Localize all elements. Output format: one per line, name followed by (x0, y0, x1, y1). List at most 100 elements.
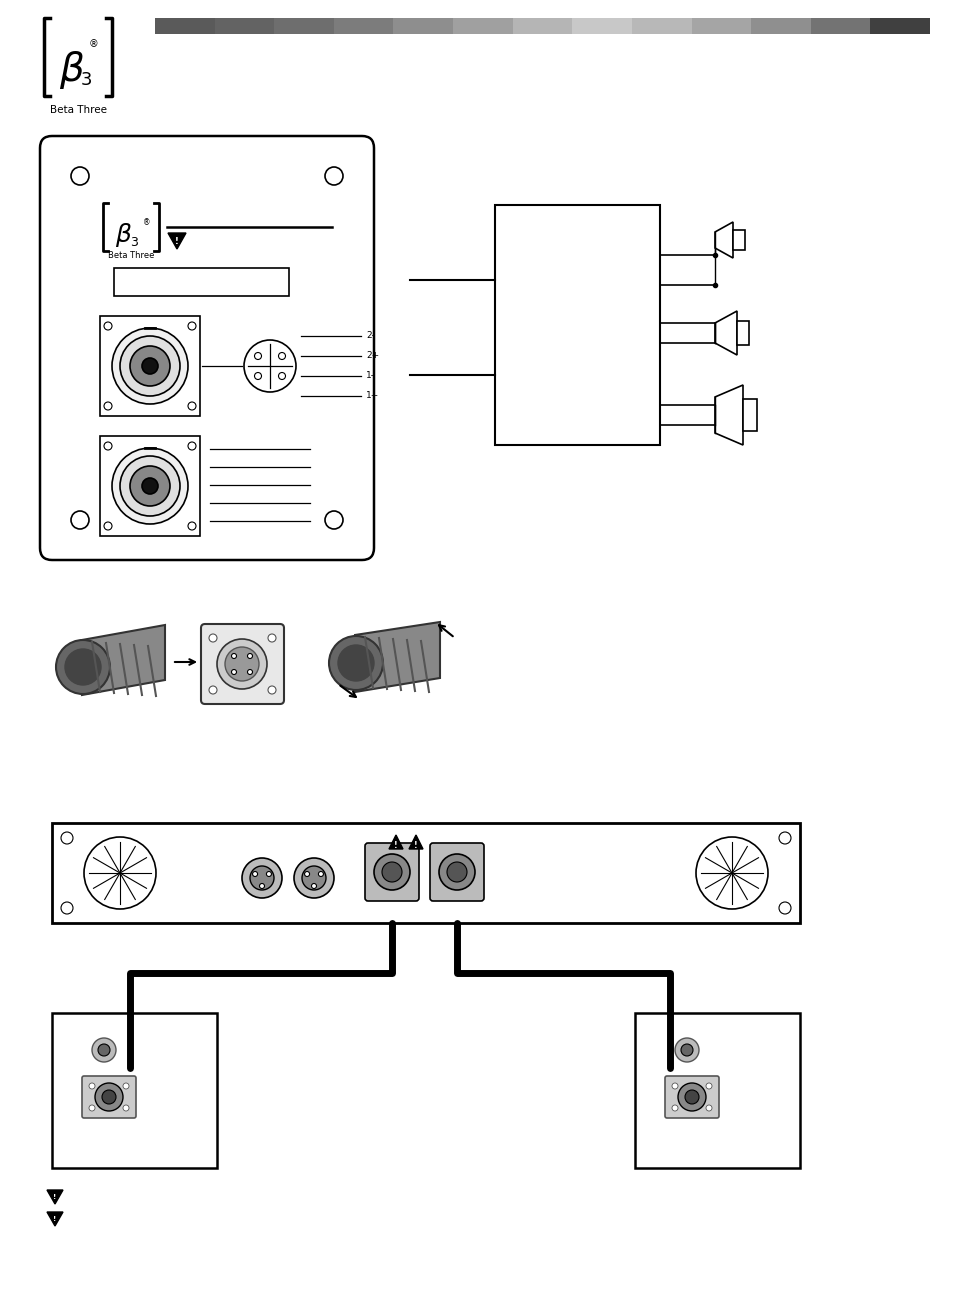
Circle shape (188, 322, 195, 330)
Circle shape (130, 466, 170, 506)
Text: !: ! (53, 1194, 56, 1200)
Circle shape (56, 641, 110, 694)
Circle shape (705, 1083, 711, 1090)
Circle shape (142, 358, 158, 374)
Circle shape (242, 858, 282, 898)
Text: 1+: 1+ (366, 392, 379, 401)
Circle shape (104, 402, 112, 410)
Circle shape (123, 1083, 129, 1090)
Circle shape (112, 448, 188, 524)
Circle shape (209, 686, 216, 694)
Circle shape (188, 402, 195, 410)
Bar (495, 204, 659, 445)
Bar (52, 1013, 216, 1168)
Bar (214, 18, 274, 34)
FancyBboxPatch shape (365, 842, 418, 901)
Circle shape (232, 669, 236, 674)
Circle shape (188, 521, 195, 531)
Circle shape (438, 854, 475, 890)
FancyBboxPatch shape (40, 136, 374, 560)
Circle shape (98, 1044, 110, 1056)
Circle shape (95, 1083, 123, 1112)
Circle shape (71, 167, 89, 185)
Polygon shape (47, 1212, 63, 1225)
Bar (100, 436, 200, 536)
Circle shape (294, 858, 334, 898)
Circle shape (84, 837, 156, 908)
FancyBboxPatch shape (430, 842, 483, 901)
Circle shape (447, 862, 467, 883)
Circle shape (680, 1044, 692, 1056)
Circle shape (259, 884, 264, 889)
Circle shape (329, 635, 382, 690)
Circle shape (278, 352, 285, 360)
Circle shape (244, 340, 295, 392)
Circle shape (268, 634, 275, 642)
Bar (810, 18, 869, 34)
Text: 3: 3 (80, 71, 91, 89)
Polygon shape (714, 386, 742, 445)
Circle shape (225, 647, 258, 681)
Circle shape (678, 1083, 705, 1112)
Text: ®: ® (143, 219, 151, 228)
Text: Beta Three: Beta Three (108, 251, 154, 260)
Polygon shape (47, 1190, 63, 1203)
Polygon shape (168, 233, 186, 248)
Circle shape (209, 634, 216, 642)
Bar (691, 18, 750, 34)
Bar (737, 321, 748, 345)
Circle shape (112, 327, 188, 404)
Circle shape (247, 653, 253, 659)
Circle shape (89, 1083, 95, 1090)
Text: Beta Three: Beta Three (50, 105, 107, 115)
Text: !: ! (175, 237, 179, 246)
Circle shape (104, 521, 112, 531)
Bar (631, 18, 691, 34)
Text: ®: ® (89, 39, 99, 49)
Circle shape (325, 511, 343, 529)
Text: 3: 3 (130, 237, 138, 250)
Circle shape (254, 352, 261, 360)
Bar (742, 399, 757, 431)
FancyBboxPatch shape (664, 1077, 719, 1118)
Circle shape (61, 902, 73, 914)
Circle shape (102, 1090, 116, 1104)
Circle shape (250, 866, 274, 890)
Bar (393, 18, 453, 34)
Circle shape (684, 1090, 699, 1104)
Circle shape (304, 871, 309, 876)
Bar (274, 18, 334, 34)
Text: 2+: 2+ (366, 352, 378, 361)
Polygon shape (714, 311, 737, 355)
Polygon shape (714, 223, 732, 258)
Circle shape (104, 322, 112, 330)
Circle shape (302, 866, 326, 890)
Circle shape (278, 373, 285, 379)
Circle shape (705, 1105, 711, 1112)
Circle shape (120, 455, 180, 516)
Circle shape (696, 837, 767, 908)
Circle shape (91, 1038, 116, 1062)
Circle shape (779, 902, 790, 914)
Circle shape (337, 644, 374, 681)
Text: !: ! (53, 1216, 56, 1222)
Circle shape (675, 1038, 699, 1062)
Polygon shape (355, 622, 439, 692)
Circle shape (266, 871, 272, 876)
Bar (52, 823, 800, 923)
Circle shape (254, 373, 261, 379)
Polygon shape (82, 625, 165, 695)
Bar (113, 268, 289, 296)
Circle shape (61, 832, 73, 844)
FancyBboxPatch shape (82, 1077, 136, 1118)
Text: 2-: 2- (366, 331, 375, 340)
Bar (154, 18, 214, 34)
Polygon shape (389, 835, 402, 849)
Circle shape (104, 443, 112, 450)
Circle shape (381, 862, 401, 883)
Circle shape (130, 345, 170, 386)
Circle shape (232, 653, 236, 659)
Circle shape (374, 854, 410, 890)
Circle shape (671, 1105, 678, 1112)
Circle shape (312, 884, 316, 889)
